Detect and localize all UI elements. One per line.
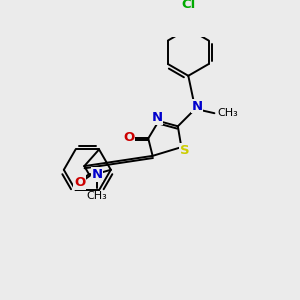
Text: O: O — [124, 131, 135, 144]
Text: O: O — [74, 176, 85, 189]
Text: N: N — [91, 168, 103, 181]
Text: N: N — [191, 100, 203, 113]
Text: S: S — [180, 144, 190, 157]
Text: CH₃: CH₃ — [86, 191, 107, 201]
Text: N: N — [152, 111, 163, 124]
Text: Cl: Cl — [181, 0, 195, 11]
Text: CH₃: CH₃ — [217, 108, 238, 118]
